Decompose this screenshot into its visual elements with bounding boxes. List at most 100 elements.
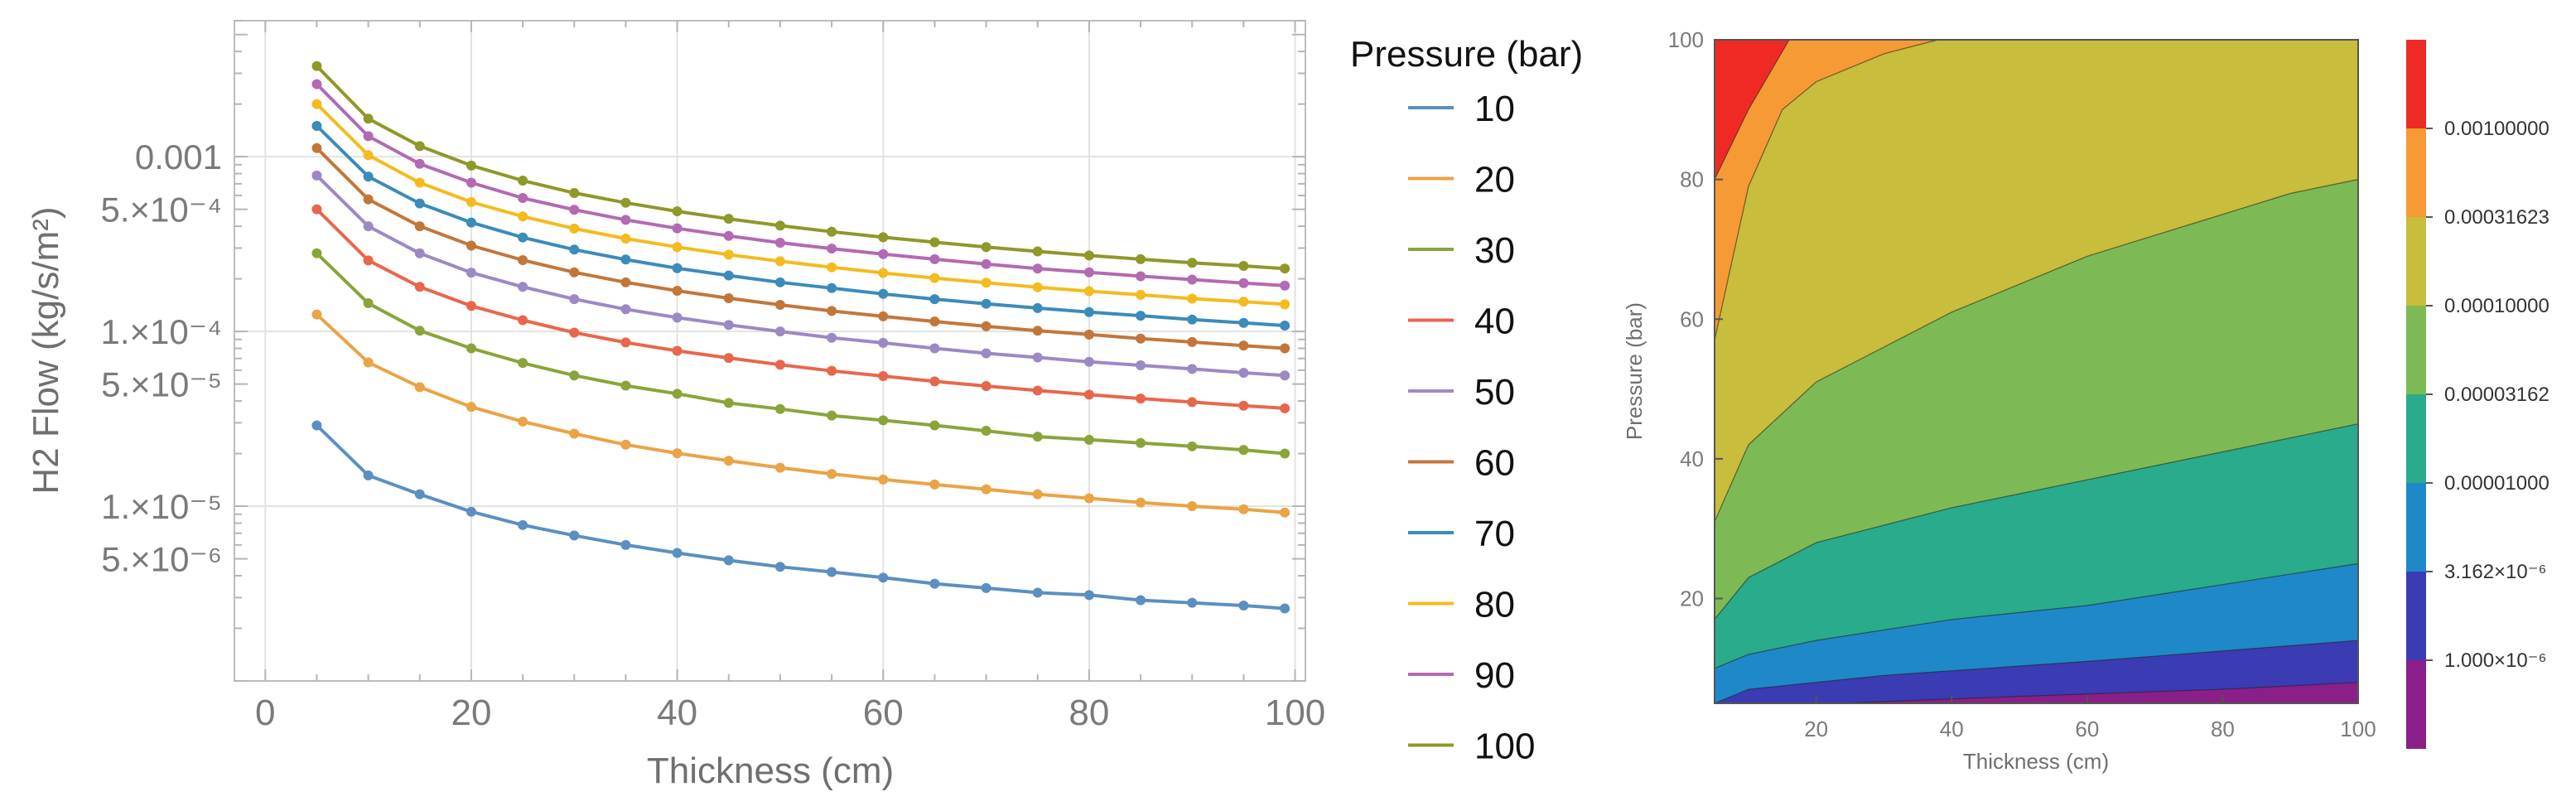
data-point xyxy=(414,282,425,292)
data-point xyxy=(929,376,940,387)
data-point xyxy=(311,99,322,109)
right-x-tick-label: 20 xyxy=(1804,717,1828,741)
data-point xyxy=(1187,293,1198,304)
data-point xyxy=(1032,263,1043,274)
data-point xyxy=(1238,601,1249,611)
data-point xyxy=(774,403,785,414)
contour-line xyxy=(1714,39,1939,340)
colorbar-label: 0.00010000 xyxy=(2444,295,2549,317)
right-plot-frame xyxy=(1714,39,2359,704)
colorbar-label: 0.00031623 xyxy=(2444,206,2549,229)
data-point xyxy=(1032,489,1043,500)
left-x-tick-label: 100 xyxy=(1265,693,1325,733)
legend-item: 10 xyxy=(1408,89,1515,129)
data-point xyxy=(466,196,476,207)
data-point xyxy=(1238,278,1249,288)
colorbar-segment xyxy=(2406,660,2426,749)
data-point xyxy=(1083,434,1094,445)
right-y-tick-label: 20 xyxy=(1680,587,1704,611)
right-y-axis-title: Pressure (bar) xyxy=(1622,302,1647,440)
contour-line xyxy=(1714,562,2359,669)
data-point xyxy=(929,253,940,264)
left-y-tick-label: 5.×10⁻⁶ xyxy=(101,540,222,579)
data-point xyxy=(1280,370,1290,381)
data-point xyxy=(1187,397,1198,408)
data-point xyxy=(311,79,322,89)
data-point xyxy=(1136,333,1146,344)
data-point xyxy=(311,121,322,132)
series-line xyxy=(316,103,1286,307)
colorbar-segment xyxy=(2406,483,2426,572)
data-point xyxy=(672,389,683,399)
data-point xyxy=(569,267,580,278)
data-point xyxy=(1280,403,1290,413)
data-point xyxy=(774,299,785,310)
colorbar-segment xyxy=(2406,572,2426,660)
data-point xyxy=(672,206,683,217)
data-point xyxy=(1280,448,1290,459)
data-point xyxy=(1032,302,1043,313)
data-point xyxy=(774,326,785,337)
series-line xyxy=(316,65,1286,271)
right-x-tick-label: 80 xyxy=(2211,717,2235,741)
data-point xyxy=(723,214,734,224)
data-point xyxy=(1136,595,1146,606)
data-point xyxy=(620,254,631,265)
legend-title: Pressure (bar) xyxy=(1350,34,1583,75)
data-point xyxy=(1136,497,1146,508)
data-point xyxy=(981,381,991,392)
data-point xyxy=(620,337,631,348)
data-point xyxy=(672,285,683,296)
legend-item: 70 xyxy=(1408,514,1515,554)
data-point xyxy=(1136,253,1146,264)
data-point xyxy=(414,177,425,188)
data-point xyxy=(878,572,889,583)
data-point xyxy=(723,456,734,466)
data-point xyxy=(1083,389,1094,400)
data-point xyxy=(1238,400,1249,411)
data-point xyxy=(518,175,528,186)
left-y-tick-label: 5.×10⁻⁵ xyxy=(101,365,222,404)
left-y-tick-label: 1.×10⁻⁵ xyxy=(101,487,222,526)
data-point xyxy=(414,221,425,232)
data-point xyxy=(878,311,889,321)
left-x-tick-label: 20 xyxy=(451,693,491,733)
legend-item: 100 xyxy=(1408,727,1535,767)
data-point xyxy=(827,567,837,577)
series-line xyxy=(316,424,1286,611)
legend-label: 60 xyxy=(1474,443,1515,484)
data-point xyxy=(414,158,425,169)
data-point xyxy=(723,353,734,364)
colorbar-segment xyxy=(2406,306,2426,394)
data-point xyxy=(1238,317,1249,328)
series-80 xyxy=(311,99,1290,310)
data-point xyxy=(827,226,837,237)
legend-label: 80 xyxy=(1474,585,1515,625)
data-point xyxy=(929,479,940,490)
data-point xyxy=(774,562,785,572)
data-point xyxy=(1032,352,1043,363)
data-point xyxy=(827,410,837,421)
data-point xyxy=(1083,590,1094,601)
data-point xyxy=(1083,356,1094,367)
data-point xyxy=(518,358,528,369)
data-point xyxy=(1136,437,1146,448)
data-point xyxy=(827,332,837,343)
data-point xyxy=(466,506,476,517)
contour-region xyxy=(1715,40,1938,340)
data-point xyxy=(774,237,785,248)
legend-label: 40 xyxy=(1474,302,1515,342)
data-point xyxy=(620,233,631,244)
data-point xyxy=(1136,271,1146,282)
legend-label: 70 xyxy=(1474,514,1515,554)
data-point xyxy=(414,382,425,393)
legend-item: 50 xyxy=(1408,372,1515,413)
data-point xyxy=(672,448,683,459)
series-line xyxy=(316,313,1286,514)
series-line xyxy=(316,174,1286,378)
data-point xyxy=(569,187,580,198)
data-point xyxy=(518,193,528,204)
data-point xyxy=(466,177,476,188)
data-point xyxy=(1280,280,1290,291)
